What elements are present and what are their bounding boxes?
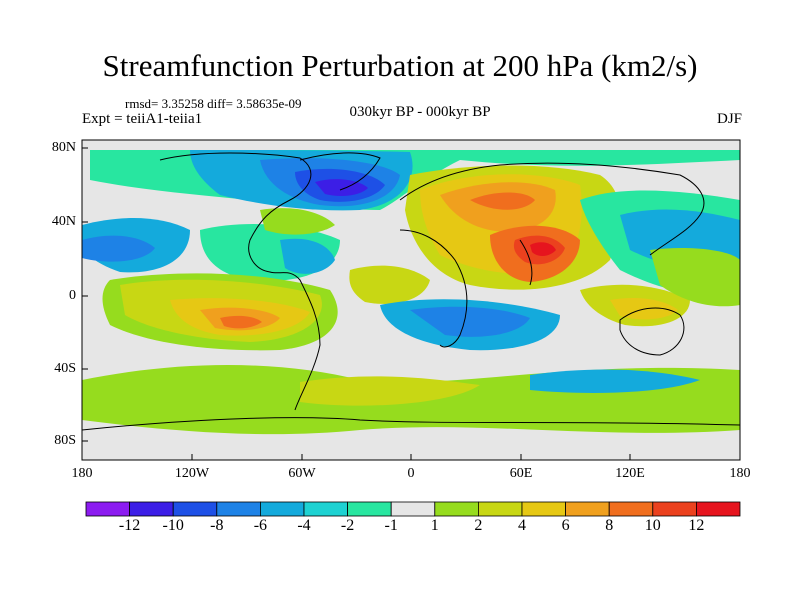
- lon-label-60e: 60E: [509, 466, 533, 481]
- colorbar-tick-label: 2: [474, 517, 483, 534]
- colorbar-box: [696, 501, 741, 517]
- plot-title: Streamfunction Perturbation at 200 hPa (…: [102, 48, 698, 83]
- contour-pacific-blue: [82, 235, 155, 262]
- coastline-africa: [399, 229, 468, 348]
- contour-india-core: [530, 242, 556, 256]
- colorbar-box: [521, 501, 566, 517]
- colorbar-tick-label: -1: [384, 517, 398, 534]
- colorbar-box: [303, 501, 348, 517]
- colorbar-tick-label: 12: [688, 517, 705, 534]
- colorbar-box: [129, 501, 174, 517]
- contour-wpacific-green: [650, 248, 740, 307]
- colorbar-tick-label: -8: [210, 517, 224, 534]
- colorbar-tick-label: -6: [253, 517, 268, 534]
- contour-mexico-green: [260, 208, 335, 235]
- coastline-australia: [619, 307, 685, 356]
- colorbar-box: [216, 501, 261, 517]
- colorbar-box: [347, 501, 392, 517]
- coastline-americas: [159, 152, 321, 411]
- rmsd-stats: rmsd= 3.35258 diff= 3.58635e-09: [125, 96, 302, 111]
- lon-label-120w: 120W: [174, 466, 210, 481]
- contour-satlantic-yellow: [349, 265, 430, 304]
- colorbar-tick-label: 1: [430, 517, 439, 534]
- colorbar-box: [565, 501, 610, 517]
- colorbar-box: [608, 501, 654, 517]
- colorbar-tick-label: -12: [118, 517, 141, 534]
- colorbar-tick-label: 4: [518, 517, 526, 534]
- lon-label-180e: 180: [729, 466, 751, 481]
- colorbar-box: [259, 501, 305, 517]
- lat-label-80n: 80N: [51, 140, 76, 155]
- contour-south-cyan: [530, 369, 700, 393]
- colorbar-tick-label: -4: [297, 517, 311, 534]
- coastline-eurasia: [399, 162, 705, 256]
- colorbar-box: [652, 501, 697, 517]
- contour-eurasia-darkorange: [470, 192, 535, 210]
- contour-spacific-core: [220, 315, 262, 329]
- coastline-greenland: [299, 152, 381, 191]
- colorbar-box: [172, 501, 218, 517]
- lat-label-80s: 80S: [54, 433, 76, 448]
- contour-field: [82, 140, 740, 460]
- lat-label-40n: 40N: [51, 214, 76, 229]
- lon-label-0: 0: [407, 466, 415, 481]
- period-label: 030kyr BP - 000kyr BP: [349, 104, 491, 120]
- colorbar: [85, 501, 741, 517]
- contour-indian-blue: [410, 306, 530, 337]
- contour-south-yellow: [300, 376, 480, 406]
- lat-label-40s: 40S: [54, 361, 76, 376]
- colorbar-tick-label: 10: [644, 517, 661, 534]
- colorbar-box: [434, 501, 479, 517]
- lon-label-180w: 180: [71, 466, 93, 481]
- colorbar-box: [390, 501, 436, 517]
- coastline-india: [519, 239, 533, 286]
- colorbar-tick-label: 6: [561, 517, 570, 534]
- lon-label-60w: 60W: [288, 466, 316, 481]
- lon-label-120e: 120E: [615, 466, 645, 481]
- coastline-antarctica: [82, 417, 740, 431]
- coastlines: [82, 152, 740, 431]
- lat-label-0: 0: [69, 288, 76, 303]
- colorbar-tick-label: -2: [340, 517, 355, 534]
- colorbar-tick-label: 8: [605, 517, 614, 534]
- season-label: DJF: [716, 111, 742, 127]
- colorbar-tick-label: -10: [162, 517, 184, 534]
- colorbar-box: [477, 501, 523, 517]
- contour-americas-cyan: [280, 238, 335, 274]
- experiment-label: Expt = teiiA1-teiia1: [82, 111, 203, 127]
- axis-ticks: [82, 147, 631, 460]
- colorbar-box: [85, 501, 130, 517]
